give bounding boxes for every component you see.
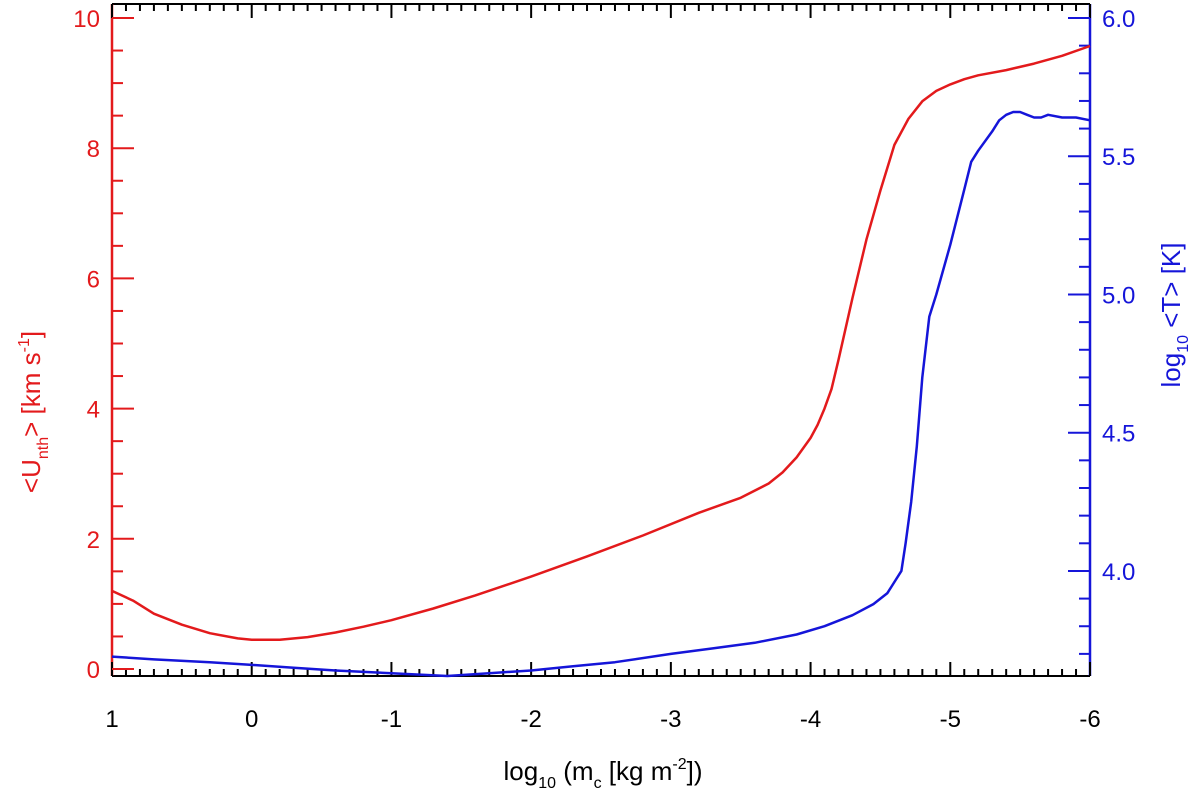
y-left-tick-label: 10 <box>73 6 100 33</box>
series-lines <box>111 44 1091 678</box>
y-axis-left-title: <Unth> [km s-1] <box>16 331 52 493</box>
x-tick-label: -5 <box>940 706 961 733</box>
y-left-tick-label: 8 <box>87 136 100 163</box>
y-right-tick-label: 5.5 <box>1102 144 1135 171</box>
x-tick-label: -3 <box>660 706 681 733</box>
x-axis-title: log10 (mc [kg m-2]) <box>504 756 703 792</box>
y-right-tick-label: 6.0 <box>1102 6 1135 33</box>
series-line-unth <box>111 44 1091 641</box>
y-left-tick-label: 2 <box>87 527 100 554</box>
series-line-temperature <box>111 110 1091 678</box>
y-left-tick-label: 4 <box>87 397 100 424</box>
plot-frame <box>110 3 1092 677</box>
y-right-tick-label: 4.5 <box>1102 421 1135 448</box>
x-tick-label: -2 <box>520 706 541 733</box>
x-tick-label: -4 <box>800 706 821 733</box>
x-tick-label: 1 <box>105 706 118 733</box>
y-right-tick-label: 4.0 <box>1102 559 1135 586</box>
x-tick-label: 0 <box>245 706 258 733</box>
y-left-tick-label: 0 <box>87 657 100 684</box>
x-tick-label: -1 <box>381 706 402 733</box>
y-right-tick-label: 5.0 <box>1102 282 1135 309</box>
y-left-tick-label: 6 <box>87 266 100 293</box>
ticks-group <box>111 4 1091 676</box>
x-tick-label: -6 <box>1079 706 1100 733</box>
y-axis-right-title: log10 <T> [K] <box>1156 243 1192 388</box>
